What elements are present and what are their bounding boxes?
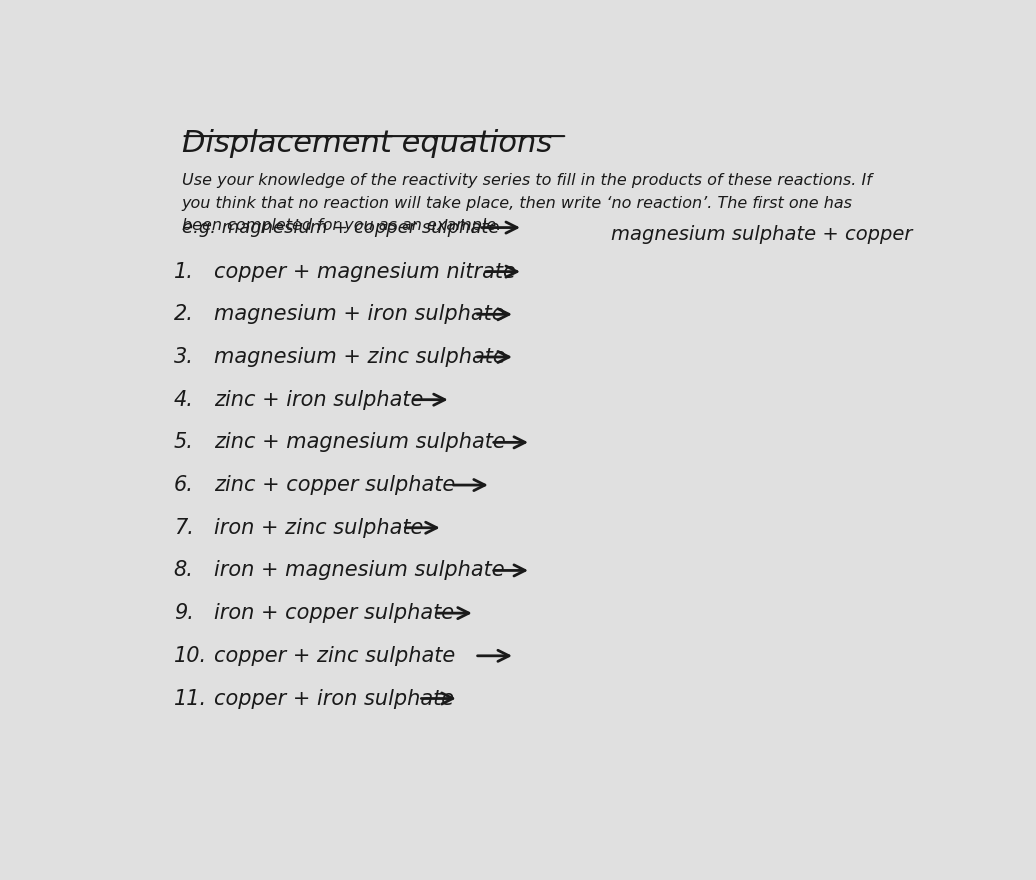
Text: iron + copper sulphate: iron + copper sulphate (213, 603, 454, 623)
Text: iron + zinc sulphate: iron + zinc sulphate (213, 517, 423, 538)
Text: zinc + copper sulphate: zinc + copper sulphate (213, 475, 455, 495)
Text: 8.: 8. (174, 561, 194, 581)
Text: 7.: 7. (174, 517, 194, 538)
Text: 1.: 1. (174, 261, 194, 282)
Text: copper + magnesium nitrate: copper + magnesium nitrate (213, 261, 516, 282)
Text: copper + zinc sulphate: copper + zinc sulphate (213, 646, 455, 666)
Text: magnesium sulphate + copper: magnesium sulphate + copper (611, 225, 913, 244)
Text: magnesium + zinc sulphate: magnesium + zinc sulphate (213, 347, 506, 367)
Text: Displacement equations: Displacement equations (181, 129, 552, 158)
Text: 5.: 5. (174, 432, 194, 452)
Text: zinc + iron sulphate: zinc + iron sulphate (213, 390, 423, 410)
Text: 3.: 3. (174, 347, 194, 367)
Text: copper + iron sulphate: copper + iron sulphate (213, 688, 454, 708)
Text: Use your knowledge of the reactivity series to fill in the products of these rea: Use your knowledge of the reactivity ser… (181, 173, 871, 232)
Text: zinc + magnesium sulphate: zinc + magnesium sulphate (213, 432, 506, 452)
Text: iron + magnesium sulphate: iron + magnesium sulphate (213, 561, 505, 581)
Text: 10.: 10. (174, 646, 207, 666)
Text: 11.: 11. (174, 688, 207, 708)
Text: magnesium + iron sulphate: magnesium + iron sulphate (213, 304, 505, 325)
Text: 9.: 9. (174, 603, 194, 623)
Text: e.g. magnesium + copper sulphate: e.g. magnesium + copper sulphate (181, 218, 499, 237)
Text: 2.: 2. (174, 304, 194, 325)
Text: 6.: 6. (174, 475, 194, 495)
Text: 4.: 4. (174, 390, 194, 410)
